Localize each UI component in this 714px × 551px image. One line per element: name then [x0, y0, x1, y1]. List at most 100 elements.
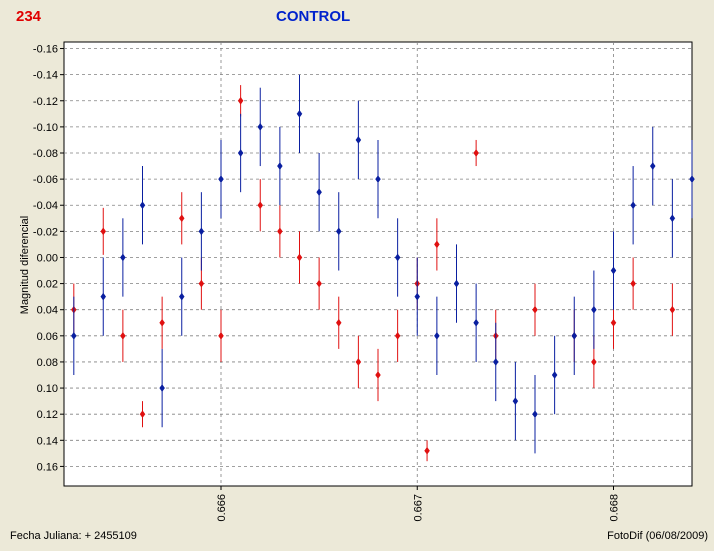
data-point [473, 283, 479, 362]
y-tick-label: 0.04 [37, 305, 58, 317]
point-marker [610, 266, 617, 275]
point-marker [296, 109, 303, 118]
point-marker [434, 331, 440, 340]
point-marker [335, 318, 342, 327]
point-marker [492, 358, 499, 366]
point-marker [414, 292, 421, 301]
point-marker [591, 305, 597, 314]
data-point [120, 218, 126, 297]
data-point [139, 401, 146, 428]
y-tick-label: 0.10 [37, 383, 58, 395]
data-point [237, 113, 244, 193]
point-marker [394, 331, 401, 340]
point-marker [473, 149, 479, 157]
y-tick-label: -0.06 [33, 174, 58, 186]
data-point [218, 139, 224, 219]
y-tick-label: 0.16 [37, 461, 58, 473]
data-point [277, 205, 283, 258]
object-star-label: 234 [16, 8, 42, 25]
y-tick-label: 0.02 [37, 279, 58, 291]
data-point [394, 218, 401, 297]
y-tick-label: -0.10 [33, 122, 58, 134]
data-point [139, 166, 146, 245]
data-point [492, 322, 499, 402]
y-tick-label: 0.14 [37, 435, 58, 447]
data-point [453, 244, 460, 323]
data-point [316, 257, 322, 310]
data-point [277, 126, 283, 206]
point-marker [434, 240, 440, 249]
data-point [335, 296, 342, 349]
point-marker [100, 227, 107, 236]
data-point [296, 74, 303, 153]
point-marker [159, 318, 165, 327]
data-point [296, 231, 303, 284]
point-marker [551, 371, 558, 379]
data-point [630, 166, 636, 245]
y-axis-label: Magnitud diferencial [19, 216, 31, 314]
data-point [159, 348, 165, 428]
point-marker [394, 253, 401, 262]
data-point [532, 283, 538, 336]
data-point [316, 153, 322, 232]
point-marker [335, 227, 342, 236]
point-marker [198, 279, 205, 288]
point-marker [277, 227, 283, 236]
data-point [630, 257, 636, 310]
data-point [669, 283, 676, 336]
point-marker [257, 122, 264, 131]
point-marker [198, 227, 205, 236]
data-point [473, 139, 479, 167]
point-marker [159, 384, 165, 392]
point-marker [355, 358, 362, 366]
point-marker [532, 305, 538, 314]
point-marker [649, 162, 656, 170]
point-marker [669, 214, 676, 223]
data-point [178, 257, 185, 336]
point-marker [316, 188, 322, 197]
data-point [120, 309, 126, 362]
data-point [434, 218, 440, 271]
point-marker [237, 96, 244, 105]
point-marker [71, 331, 77, 340]
point-marker [355, 136, 362, 144]
control-star-label: CONTROL [276, 8, 351, 25]
y-tick-label: -0.12 [33, 96, 58, 108]
point-marker [591, 358, 597, 366]
data-point [71, 296, 77, 375]
point-marker [316, 279, 322, 288]
data-point [355, 335, 362, 389]
y-tick-label: -0.02 [33, 226, 58, 238]
point-marker [473, 318, 479, 327]
data-point [237, 85, 244, 117]
data-point [257, 179, 264, 232]
data-point [571, 296, 578, 375]
plot-area [63, 41, 693, 487]
point-marker [375, 371, 381, 379]
point-marker [424, 446, 430, 455]
point-marker [237, 149, 244, 157]
data-point [198, 192, 205, 271]
data-point [335, 192, 342, 271]
data-point [512, 361, 519, 441]
point-marker [120, 253, 126, 262]
point-marker [512, 397, 519, 406]
point-marker [669, 305, 676, 314]
y-tick-label: 0.08 [37, 357, 58, 369]
point-marker [120, 331, 126, 340]
point-marker [630, 279, 636, 288]
data-point [159, 296, 165, 349]
data-point [414, 257, 421, 336]
data-point [100, 207, 107, 255]
y-tick-label: 0.00 [37, 252, 58, 264]
point-marker [139, 410, 146, 419]
data-point [551, 335, 558, 415]
point-marker [257, 201, 264, 210]
x-tick-label: 0.667 [412, 494, 424, 522]
y-tick-label: 0.12 [37, 409, 58, 421]
y-tick-label: -0.08 [33, 148, 58, 160]
data-point [532, 375, 538, 454]
point-marker [375, 175, 381, 184]
data-point [394, 309, 401, 362]
